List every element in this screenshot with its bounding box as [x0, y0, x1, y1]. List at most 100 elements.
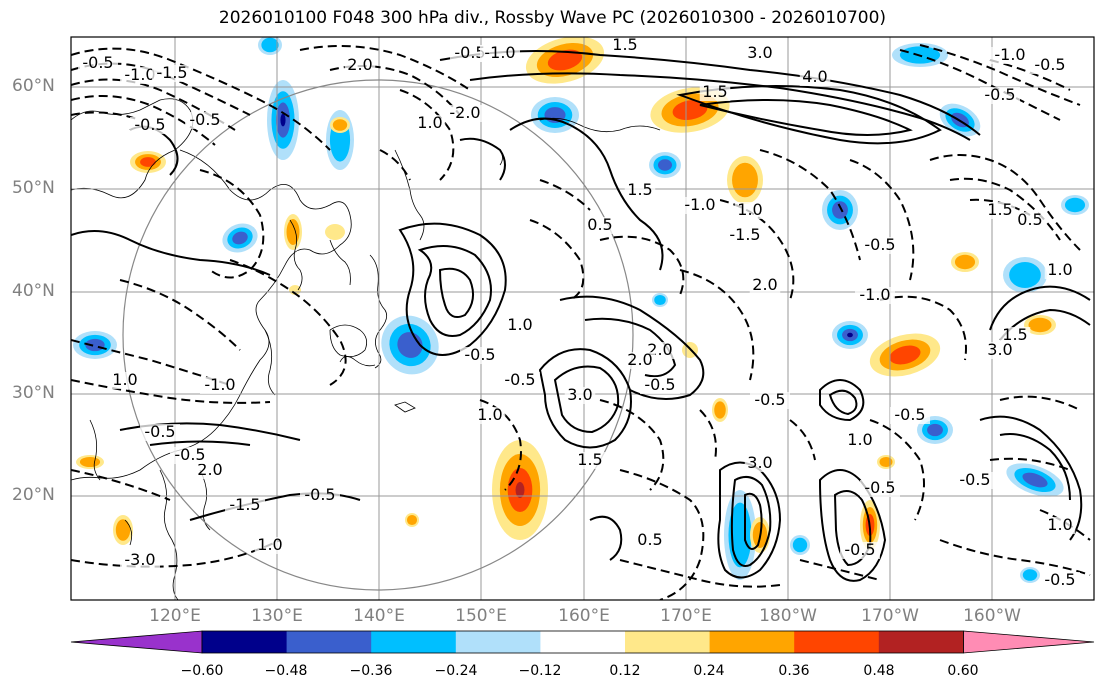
- contour-label: 3.0: [567, 385, 592, 404]
- colorbar-segment: [202, 631, 288, 653]
- contour-labels: -0.5-1.0 -1.5 2.0-0.5-1.0 1.5 3.04.0-1.0-0.5…: [78, 37, 1080, 589]
- colorbar-extension-high: [963, 630, 1095, 654]
- contour-label-bg: [564, 387, 596, 404]
- contour-label: -0.5: [754, 390, 785, 409]
- colorbar-segment: [540, 631, 626, 653]
- contour-label: -0.5: [144, 422, 175, 441]
- lon-label: 160°W: [963, 606, 1021, 626]
- contour-label: -2.0: [449, 103, 480, 122]
- shaded-area: [406, 514, 418, 526]
- colorbar-tick: −0.36: [349, 663, 393, 679]
- contour-label: 0.5: [637, 530, 662, 549]
- lon-label: 130°E: [251, 606, 303, 626]
- contour-label-bg: [474, 407, 506, 424]
- shaded-area: [1022, 569, 1038, 581]
- contour-label: 1.0: [847, 430, 872, 449]
- contour-label-bg: [984, 202, 1016, 219]
- contour-label: -0.5: [464, 345, 495, 364]
- shaded-area: [879, 456, 893, 468]
- contour-label: -0.5: [82, 53, 113, 72]
- contour-label-bg: [890, 407, 930, 424]
- contour-label-bg: [200, 377, 240, 394]
- colorbar-extension-low: [70, 630, 203, 654]
- contour-label: 1.0: [417, 113, 442, 132]
- colorbar-tick: 0.36: [778, 663, 810, 679]
- contour-label: -0.5: [134, 115, 165, 134]
- shaded-area: [1028, 317, 1052, 333]
- contour-label-bg: [844, 432, 876, 449]
- contour-label: -3.0: [124, 550, 155, 569]
- contour-label: -0.5: [959, 470, 990, 489]
- contour-label-bg: [640, 377, 680, 394]
- contour-label: -0.5: [504, 370, 535, 389]
- lon-label: 170°E: [660, 606, 712, 626]
- colorbar-segment: [878, 631, 964, 653]
- contour-label-bg: [140, 424, 180, 441]
- contour-label-bg: [609, 37, 641, 54]
- contour-label: 1.5: [702, 82, 727, 101]
- positive-contours: [71, 50, 1091, 582]
- contour-label: -0.5: [304, 485, 335, 504]
- contour-label-bg: [955, 472, 995, 489]
- lon-label: 170°W: [861, 606, 919, 626]
- contour-label-bg: [300, 487, 340, 504]
- colorbar-tick: −0.60: [180, 663, 224, 679]
- shaded-area: [325, 224, 345, 240]
- contour-label-bg: [414, 115, 446, 132]
- contour-label-bg: [460, 347, 500, 364]
- contour-label-bg: [1044, 262, 1076, 279]
- shaded-area: [115, 519, 131, 541]
- lon-label: 160°E: [558, 606, 610, 626]
- contour-label-bg: [254, 537, 286, 554]
- contour-label-bg: [120, 552, 160, 569]
- contour-label-bg: [990, 47, 1030, 64]
- contour-label: 1.0: [477, 405, 502, 424]
- contour-label-bg: [725, 227, 765, 244]
- shaded-area: [732, 162, 758, 198]
- contour-label: -0.5: [894, 405, 925, 424]
- colorbar-frame: [201, 630, 964, 654]
- shaded-area: [232, 231, 248, 245]
- contour-label: -1.0: [684, 195, 715, 214]
- contour-label: -0.5: [174, 445, 205, 464]
- contour-label: -1.5: [729, 225, 760, 244]
- contour-label-bg: [980, 87, 1020, 104]
- contour-label: -0.5: [844, 540, 875, 559]
- contour-label: 0.5: [587, 215, 612, 234]
- contour-label: 0.5: [1017, 210, 1042, 229]
- reference-circle: [122, 79, 634, 591]
- contour-label-bg: [1014, 212, 1046, 229]
- lat-label: 60°N: [12, 76, 55, 96]
- colorbar-tick: 0.60: [947, 663, 979, 679]
- contour-label: 1.0: [1047, 515, 1072, 534]
- colorbar-tick: −0.12: [518, 663, 562, 679]
- contour-label-bg: [1030, 57, 1070, 74]
- contour-label-bg: [624, 352, 656, 369]
- contour-label: 1.5: [627, 180, 652, 199]
- shaded-area: [140, 157, 156, 167]
- positive-divergence-areas: [76, 37, 1056, 553]
- shaded-area: [954, 254, 976, 270]
- colorbar: [70, 630, 1095, 654]
- contour-label-bg: [445, 105, 485, 122]
- contour-label-bg: [344, 57, 376, 74]
- contour-label-bg: [1044, 517, 1076, 534]
- contour-label-bg: [799, 69, 831, 86]
- lat-label: 40°N: [12, 281, 55, 301]
- contour-label-bg: [574, 452, 606, 469]
- shaded-area: [672, 99, 708, 121]
- contour-label-bg: [749, 277, 781, 294]
- lon-label: 120°E: [149, 606, 201, 626]
- lon-label: 180°W: [759, 606, 817, 626]
- contour-label-bg: [840, 542, 880, 559]
- contour-label: 3.0: [747, 453, 772, 472]
- contour-label: 2.0: [347, 55, 372, 74]
- contour-label-bg: [170, 447, 210, 464]
- colorbar-tick: 0.48: [863, 663, 895, 679]
- colorbar-segment: [794, 631, 880, 653]
- shaded-area: [792, 537, 808, 553]
- contour-label: -1.0: [484, 43, 515, 62]
- shaded-area: [889, 345, 921, 365]
- contour-label: -0.5: [864, 478, 895, 497]
